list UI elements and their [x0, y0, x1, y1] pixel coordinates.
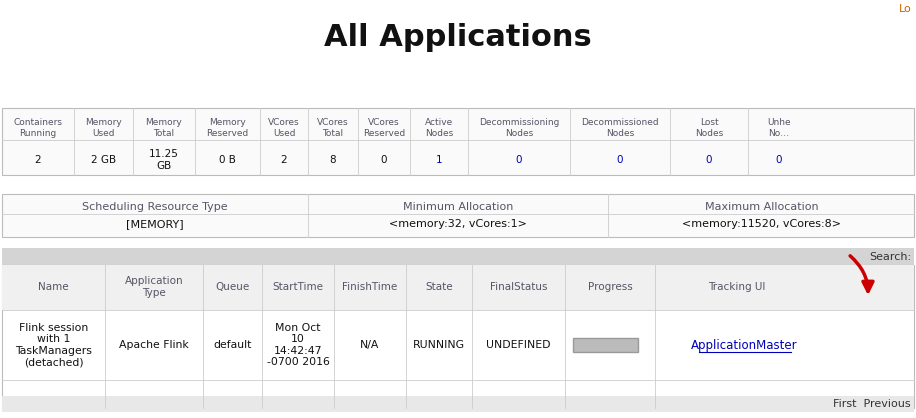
Text: RUNNING: RUNNING: [413, 340, 465, 350]
Text: Memory
Reserved: Memory Reserved: [206, 118, 248, 138]
Text: Apache Flink: Apache Flink: [119, 340, 189, 350]
Text: StartTime: StartTime: [272, 282, 323, 292]
Bar: [2, 265, 914, 408]
Text: 2: 2: [35, 155, 41, 165]
Text: State: State: [425, 282, 453, 292]
Text: 1: 1: [436, 155, 442, 165]
Text: <memory:11520, vCores:8>: <memory:11520, vCores:8>: [682, 219, 842, 229]
Text: Tracking UI: Tracking UI: [708, 282, 765, 292]
Text: Scheduling Resource Type: Scheduling Resource Type: [82, 202, 228, 212]
Text: default: default: [213, 340, 252, 350]
Text: Lo: Lo: [900, 4, 912, 14]
Text: Unhe
No…: Unhe No…: [768, 118, 791, 138]
Text: Queue: Queue: [215, 282, 250, 292]
Text: 2 GB: 2 GB: [91, 155, 116, 165]
Text: Progress: Progress: [588, 282, 632, 292]
Text: 0: 0: [381, 155, 387, 165]
Text: 0: 0: [516, 155, 522, 165]
Text: Name: Name: [38, 282, 69, 292]
Text: Memory
Used: Memory Used: [85, 118, 122, 138]
Text: VCores
Used: VCores Used: [268, 118, 300, 138]
Text: 11.25
GB: 11.25 GB: [149, 149, 179, 171]
Text: 0: 0: [705, 155, 713, 165]
Text: 8: 8: [330, 155, 336, 165]
Text: Maximum Allocation: Maximum Allocation: [705, 202, 819, 212]
Text: Application
Type: Application Type: [125, 276, 183, 298]
Bar: [2, 194, 914, 237]
Text: Active
Nodes: Active Nodes: [425, 118, 453, 138]
Text: FinalStatus: FinalStatus: [490, 282, 547, 292]
Bar: [2, 108, 914, 175]
Text: 2: 2: [280, 155, 288, 165]
Text: Minimum Allocation: Minimum Allocation: [403, 202, 513, 212]
Text: 0: 0: [776, 155, 782, 165]
Text: 0: 0: [616, 155, 623, 165]
Text: VCores
Reserved: VCores Reserved: [363, 118, 405, 138]
Text: FinishTime: FinishTime: [343, 282, 398, 292]
Bar: [2, 265, 914, 310]
Text: <memory:32, vCores:1>: <memory:32, vCores:1>: [389, 219, 527, 229]
Text: N/A: N/A: [360, 340, 380, 350]
Text: Lost
Nodes: Lost Nodes: [695, 118, 723, 138]
Bar: [2, 248, 914, 265]
Text: Search:: Search:: [869, 252, 911, 262]
Text: Flink session
with 1
TaskManagers
(detached): Flink session with 1 TaskManagers (detac…: [15, 323, 92, 367]
Text: VCores
Total: VCores Total: [317, 118, 349, 138]
Bar: [573, 338, 638, 352]
Text: First  Previous: First Previous: [834, 399, 911, 409]
Text: All Applications: All Applications: [324, 23, 592, 53]
Text: Decommissioning
Nodes: Decommissioning Nodes: [479, 118, 559, 138]
Text: Decommissioned
Nodes: Decommissioned Nodes: [581, 118, 659, 138]
Text: UNDEFINED: UNDEFINED: [486, 340, 551, 350]
Text: Containers
Running: Containers Running: [14, 118, 62, 138]
Bar: [2, 396, 914, 412]
Text: Memory
Total: Memory Total: [146, 118, 182, 138]
Text: [MEMORY]: [MEMORY]: [126, 219, 184, 229]
Text: Mon Oct
10
14:42:47
-0700 2016: Mon Oct 10 14:42:47 -0700 2016: [267, 323, 330, 367]
Text: ApplicationMaster: ApplicationMaster: [692, 339, 798, 352]
Text: 0 B: 0 B: [219, 155, 236, 165]
